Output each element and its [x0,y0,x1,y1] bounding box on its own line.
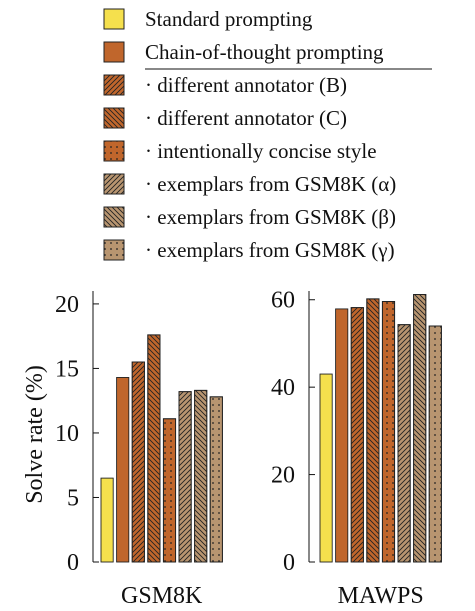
y-tick-label: 40 [271,375,295,401]
y-tick-label: 5 [67,485,79,511]
bar-pattern [413,294,427,563]
legend-item: · exemplars from GSM8K (β) [103,205,396,229]
legend-item: · exemplars from GSM8K (α) [103,172,396,196]
y-tick-label: 20 [271,463,295,489]
plot-area: 0 5 10 15 20 GSM8K Solve rate (%) 0 20 40 60 MAWPS [22,288,442,609]
legend-label: Standard prompting [145,7,313,31]
legend-label: · intentionally concise style [145,139,377,163]
legend-swatch [103,8,125,30]
panel-mawps: 0 20 40 60 MAWPS [271,288,442,609]
legend-item: · exemplars from GSM8K (γ) [103,238,395,262]
y-tick-label: 0 [67,550,79,576]
bar [319,373,333,563]
legend-swatch-pattern [103,140,125,162]
bar-pattern [162,418,177,563]
y-axis-label: Solve rate (%) [22,365,48,504]
y-tick-label: 60 [271,288,295,314]
bar-pattern [178,391,192,563]
y-tick-label: 10 [55,421,79,447]
bar-pattern [194,389,208,563]
bar-pattern [397,324,411,563]
legend-item: · different annotator (C) [103,106,347,130]
legend-item: Chain-of-thought prompting [103,40,384,64]
x-axis-label: MAWPS [338,583,424,609]
panel-gsm8k: 0 5 10 15 20 GSM8K Solve rate (%) [22,291,223,609]
bar-pattern [428,325,442,563]
bar-pattern [381,301,396,563]
legend-swatch-pattern [103,74,125,96]
bar-pattern [131,361,145,563]
legend-item: · different annotator (B) [103,73,347,97]
legend-swatch-pattern [103,107,125,129]
y-tick-label: 0 [283,550,295,576]
legend-swatch-pattern [103,239,125,261]
legend: Standard prompting Chain-of-thought promp… [103,7,432,262]
bar-pattern [147,334,161,563]
legend-label: · different annotator (B) [145,73,347,97]
bar-pattern [366,298,380,563]
legend-item: · intentionally concise style [103,139,377,163]
legend-swatch-pattern [103,206,125,228]
y-tick-label: 20 [55,292,79,318]
legend-swatch [103,41,125,63]
bar [116,377,130,563]
bar-pattern [209,396,223,563]
bar [335,308,349,563]
legend-label: · exemplars from GSM8K (γ) [145,238,395,262]
legend-label: Chain-of-thought prompting [145,40,384,64]
legend-label: · exemplars from GSM8K (β) [145,205,396,229]
legend-label: · different annotator (C) [145,106,347,130]
bar [100,477,114,563]
bar-pattern [350,307,364,563]
x-axis-label: GSM8K [121,583,203,609]
y-tick-label: 15 [55,356,79,382]
legend-item: Standard prompting [103,7,313,31]
legend-label: · exemplars from GSM8K (α) [145,172,396,196]
legend-swatch-pattern [103,173,125,195]
